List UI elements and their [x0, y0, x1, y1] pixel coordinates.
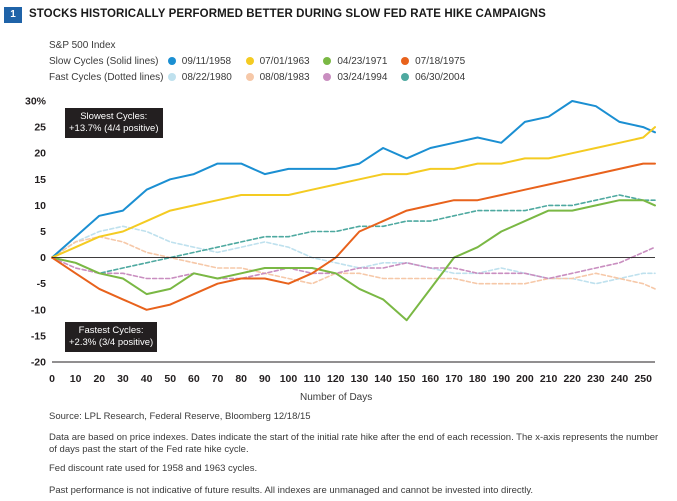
x-tick-label: 180	[469, 373, 487, 385]
x-tick-label: 110	[304, 373, 321, 385]
x-tick-label: 0	[49, 373, 55, 385]
x-tick-label: 70	[212, 373, 224, 385]
legend-fast-row: Fast Cycles (Dotted lines) 08/22/1980 08…	[49, 72, 476, 85]
source-note: Source: LPL Research, Federal Reserve, B…	[49, 411, 311, 422]
series-line-07-18-1975	[51, 162, 656, 311]
slowest-callout-line2: +13.7% (4/4 positive)	[69, 123, 159, 134]
x-tick-label: 210	[540, 373, 558, 385]
legend-item-1980: 08/22/1980	[167, 72, 243, 83]
x-tick-label: 230	[587, 373, 605, 385]
series-line-08-08-1983	[51, 235, 656, 290]
x-tick-label: 140	[374, 373, 392, 385]
legend-item-label: 06/30/2004	[415, 72, 466, 83]
legend-item-label: 04/23/1971	[337, 56, 388, 67]
x-tick-label: 100	[280, 373, 298, 385]
legend-item-label: 08/08/1983	[259, 72, 310, 83]
x-tick-label: 30	[117, 373, 129, 385]
legend-fast-label: Fast Cycles (Dotted lines)	[49, 72, 164, 83]
x-tick-label: 170	[445, 373, 463, 385]
legend-slow-label: Slow Cycles (Solid lines)	[49, 56, 159, 67]
legend-swatch	[401, 57, 410, 65]
legend-slow-row: Slow Cycles (Solid lines) 09/11/1958 07/…	[49, 56, 476, 69]
x-tick-label: 120	[327, 373, 345, 385]
fastest-callout-line1: Fastest Cycles:	[78, 325, 144, 336]
disclaimer-note: Past performance is not indicative of fu…	[49, 485, 534, 496]
legend-item-label: 07/01/1963	[259, 56, 310, 67]
x-tick-label: 160	[422, 373, 440, 385]
legend-item-1994: 03/24/1994	[323, 72, 398, 83]
line-chart: -20 -15 -10 -5 0 5 10 15 20 25 30% 0 10 20 30 40 50 60 70 8…	[25, 96, 656, 385]
y-tick-label: 15	[34, 174, 46, 186]
legend-item-label: 08/22/1980	[181, 72, 232, 83]
y-tick-label: 5	[40, 226, 46, 238]
y-tick-label: 20	[34, 148, 46, 160]
x-tick-label: 190	[493, 373, 511, 385]
series-line-07-01-1963	[51, 126, 656, 259]
index-label: S&P 500 Index	[49, 40, 116, 51]
legend-swatch	[323, 73, 332, 81]
discount-rate-note: Fed discount rate used for 1958 and 1963…	[49, 463, 258, 474]
y-tick-label: 30%	[25, 96, 47, 108]
legend-swatch	[167, 73, 176, 81]
x-tick-label: 240	[611, 373, 629, 385]
figure-title: STOCKS HISTORICALLY PERFORMED BETTER DUR…	[29, 8, 546, 20]
x-tick-label: 10	[70, 373, 82, 385]
fastest-cycles-callout: Fastest Cycles: +2.3% (3/4 positive)	[65, 322, 158, 352]
legend-swatch	[245, 57, 254, 65]
legend-item-label: 09/11/1958	[181, 56, 232, 67]
slowest-cycles-callout: Slowest Cycles: +13.7% (4/4 positive)	[65, 108, 163, 138]
legend-item-1983: 08/08/1983	[245, 72, 321, 83]
plot-area	[52, 101, 655, 362]
y-tick-label: -10	[31, 304, 46, 316]
x-tick-label: 200	[516, 373, 534, 385]
x-tick-label: 60	[188, 373, 200, 385]
x-tick-label: 250	[634, 373, 652, 385]
x-tick-label: 130	[351, 373, 369, 385]
x-tick-label: 220	[563, 373, 581, 385]
x-tick-label: 80	[235, 373, 247, 385]
fastest-callout-line2: +2.3% (3/4 positive)	[69, 337, 154, 348]
legend-item-2004: 06/30/2004	[401, 72, 476, 83]
legend-item-label: 03/24/1994	[337, 72, 388, 83]
x-tick-label: 90	[259, 373, 271, 385]
slowest-callout-line1: Slowest Cycles:	[80, 111, 148, 122]
legend-swatch	[401, 73, 410, 81]
legend-swatch	[167, 57, 176, 65]
y-tick-label: 10	[34, 200, 46, 212]
legend-swatch	[245, 73, 254, 81]
x-tick-label: 40	[141, 373, 153, 385]
y-tick-label: -5	[37, 278, 46, 290]
legend-item-1963: 07/01/1963	[245, 56, 321, 67]
y-tick-label: -20	[31, 357, 46, 369]
data-note: Data are based on price indexes. Dates i…	[49, 432, 659, 455]
legend-item-label: 07/18/1975	[415, 56, 466, 67]
y-tick-label: 25	[34, 122, 46, 134]
legend-item-1975: 07/18/1975	[401, 56, 476, 67]
legend-item-1958: 09/11/1958	[167, 56, 243, 67]
figure-number: 1	[4, 7, 22, 23]
series-line-04-23-1971	[51, 199, 656, 322]
legend-item-1971: 04/23/1971	[323, 56, 398, 67]
x-tick-label: 20	[93, 373, 105, 385]
y-tick-label: -15	[31, 330, 46, 342]
y-tick-label: 0	[40, 252, 46, 264]
legend-swatch	[323, 57, 332, 65]
series-line-06-30-2004	[51, 194, 656, 275]
series-line-09-11-1958	[51, 100, 656, 259]
x-tick-label: 50	[164, 373, 176, 385]
x-axis-title: Number of Days	[300, 392, 373, 403]
x-tick-label: 150	[398, 373, 416, 385]
series-line-03-24-1994	[51, 246, 656, 280]
